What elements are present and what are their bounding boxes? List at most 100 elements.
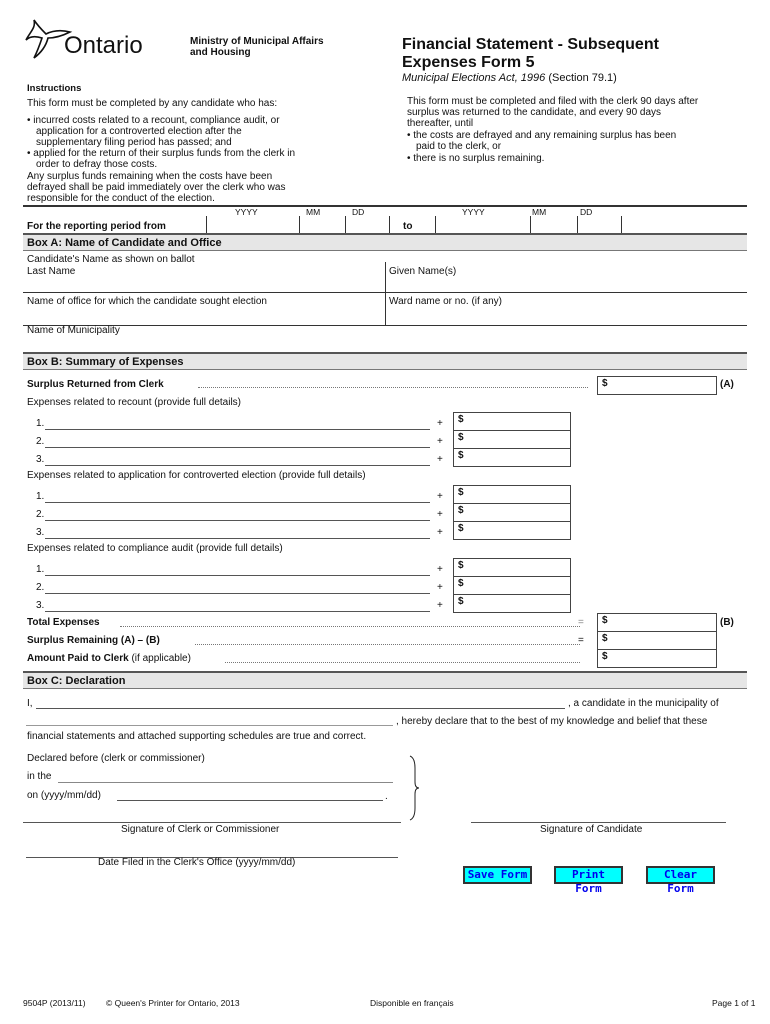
expense-detail-line[interactable] — [45, 520, 430, 521]
row-number: 2. — [36, 436, 45, 447]
mm-label: MM — [532, 207, 547, 217]
on-date-label: on (yyyy/mm/dd) — [27, 790, 101, 801]
a-marker: (A) — [720, 379, 734, 390]
copyright: © Queen's Printer for Ontario, 2013 — [106, 998, 240, 1008]
ballot-name-label: Candidate's Name as shown on ballot — [27, 254, 195, 265]
b-marker: (B) — [720, 617, 734, 628]
expense-detail-line[interactable] — [45, 538, 430, 539]
expense-amount-input[interactable]: $ — [453, 448, 571, 467]
last-name-label: Last Name — [27, 266, 76, 277]
amount-paid-label: Amount Paid to Clerk (if applicable) — [27, 653, 191, 664]
surplus-returned-label: Surplus Returned from Clerk — [27, 379, 164, 390]
clear-form-button[interactable]: Clear Form — [646, 866, 715, 895]
surplus-remaining-input[interactable]: $ — [597, 631, 717, 650]
office-input[interactable] — [23, 306, 385, 325]
in-the-label: in the — [27, 771, 52, 782]
expense-amount-input[interactable]: $ — [453, 576, 571, 595]
yyyy-label: YYYY — [235, 207, 258, 217]
candidate-signature-line[interactable] — [471, 822, 726, 823]
instructions-intro: This form must be completed by any candi… — [27, 98, 278, 109]
equals-sign: = — [578, 635, 584, 646]
in-the-line[interactable] — [58, 782, 393, 783]
municipality-input[interactable] — [23, 336, 747, 352]
last-name-input[interactable] — [23, 262, 385, 292]
plus-sign: + — [437, 418, 443, 429]
mm-label: MM — [306, 207, 321, 217]
bullet-1-cont: application for a controverted election … — [36, 126, 242, 137]
row-number: 1. — [36, 491, 45, 502]
right-text: thereafter, until — [407, 118, 474, 129]
total-expenses-input[interactable]: $ — [597, 613, 717, 632]
print-form-button[interactable]: Print Form — [554, 866, 623, 895]
expense-detail-line[interactable] — [45, 465, 430, 466]
plus-sign: + — [437, 509, 443, 520]
page-number: Page 1 of 1 — [712, 998, 756, 1008]
closing-line: Any surplus funds remaining when the cos… — [27, 171, 273, 182]
instructions-heading: Instructions — [27, 83, 82, 94]
box-a-header: Box A: Name of Candidate and Office — [23, 233, 747, 251]
expense-detail-line[interactable] — [45, 611, 430, 612]
candidate-name-line[interactable] — [36, 708, 565, 709]
plus-sign: + — [437, 600, 443, 611]
expense-amount-input[interactable]: $ — [453, 558, 571, 577]
to-dd-input[interactable] — [577, 216, 622, 233]
given-name-input[interactable] — [386, 262, 747, 292]
candidate-in-text: , a candidate in the municipality of — [568, 698, 719, 709]
trillium-logo-icon — [25, 19, 73, 59]
expense-detail-line[interactable] — [45, 429, 430, 430]
expense-amount-input[interactable]: $ — [453, 430, 571, 449]
expense-detail-line[interactable] — [45, 593, 430, 594]
surplus-remaining-label: Surplus Remaining (A) – (B) — [27, 635, 160, 646]
act-section: (Section 79.1) — [545, 72, 617, 84]
plus-sign: + — [437, 436, 443, 447]
expense-amount-input[interactable]: $ — [453, 412, 571, 431]
recount-label: Expenses related to recount (provide ful… — [27, 397, 242, 408]
amount-paid-input[interactable]: $ — [597, 649, 717, 668]
on-date-line[interactable] — [117, 800, 383, 801]
expense-amount-input[interactable]: $ — [453, 521, 571, 540]
bullet-2-cont: order to defray those costs. — [36, 159, 158, 170]
expense-detail-line[interactable] — [45, 575, 430, 576]
expense-detail-line[interactable] — [45, 502, 430, 503]
clerk-signature-label: Signature of Clerk or Commissioner — [121, 824, 280, 835]
form-title-line-2: Expenses Form 5 — [402, 54, 535, 71]
form-code: 9504P (2013/11) — [23, 998, 86, 1008]
dd-label: DD — [352, 207, 365, 217]
expense-detail-line[interactable] — [45, 447, 430, 448]
plus-sign: + — [437, 491, 443, 502]
bullet-1-cont: supplementary filing period has passed; … — [36, 137, 232, 148]
from-mm-input[interactable] — [299, 216, 345, 233]
expense-amount-input[interactable]: $ — [453, 594, 571, 613]
municipality-label: Name of Municipality — [27, 325, 120, 336]
candidate-signature-label: Signature of Candidate — [540, 824, 643, 835]
french-link[interactable]: Disponible en français — [370, 998, 454, 1008]
row-number: 2. — [36, 509, 45, 520]
expense-amount-input[interactable]: $ — [453, 503, 571, 522]
given-name-label: Given Name(s) — [389, 266, 457, 277]
true-correct-text: financial statements and attached suppor… — [27, 731, 367, 742]
to-mm-input[interactable] — [530, 216, 577, 233]
to-yyyy-input[interactable] — [435, 216, 530, 233]
right-bullet-2: • there is no surplus remaining. — [407, 153, 545, 164]
dd-label: DD — [580, 207, 593, 217]
row-number: 2. — [36, 582, 45, 593]
save-form-button[interactable]: Save Form — [463, 866, 532, 884]
ward-input[interactable] — [386, 306, 747, 325]
declared-before-label: Declared before (clerk or commissioner) — [27, 753, 205, 764]
audit-label: Expenses related to compliance audit (pr… — [27, 543, 283, 554]
clerk-signature-line[interactable] — [23, 822, 401, 823]
from-yyyy-input[interactable] — [206, 216, 299, 233]
ministry-line-1: Ministry of Municipal Affairs — [190, 36, 324, 47]
row-number: 3. — [36, 527, 45, 538]
plus-sign: + — [437, 527, 443, 538]
from-dd-input[interactable] — [345, 216, 390, 233]
act-reference: Municipal Elections Act, 1996 (Section 7… — [402, 72, 617, 84]
surplus-returned-input[interactable]: $ — [597, 376, 717, 395]
municipality-line[interactable] — [26, 725, 393, 726]
bullet-1: • incurred costs related to a recount, c… — [27, 115, 280, 126]
date-filed-line[interactable] — [26, 857, 398, 858]
box-c-header: Box C: Declaration — [23, 671, 747, 689]
expense-amount-input[interactable]: $ — [453, 485, 571, 504]
ministry-line-2: and Housing — [190, 47, 251, 58]
closing-line: responsible for the conduct of the elect… — [27, 193, 215, 204]
